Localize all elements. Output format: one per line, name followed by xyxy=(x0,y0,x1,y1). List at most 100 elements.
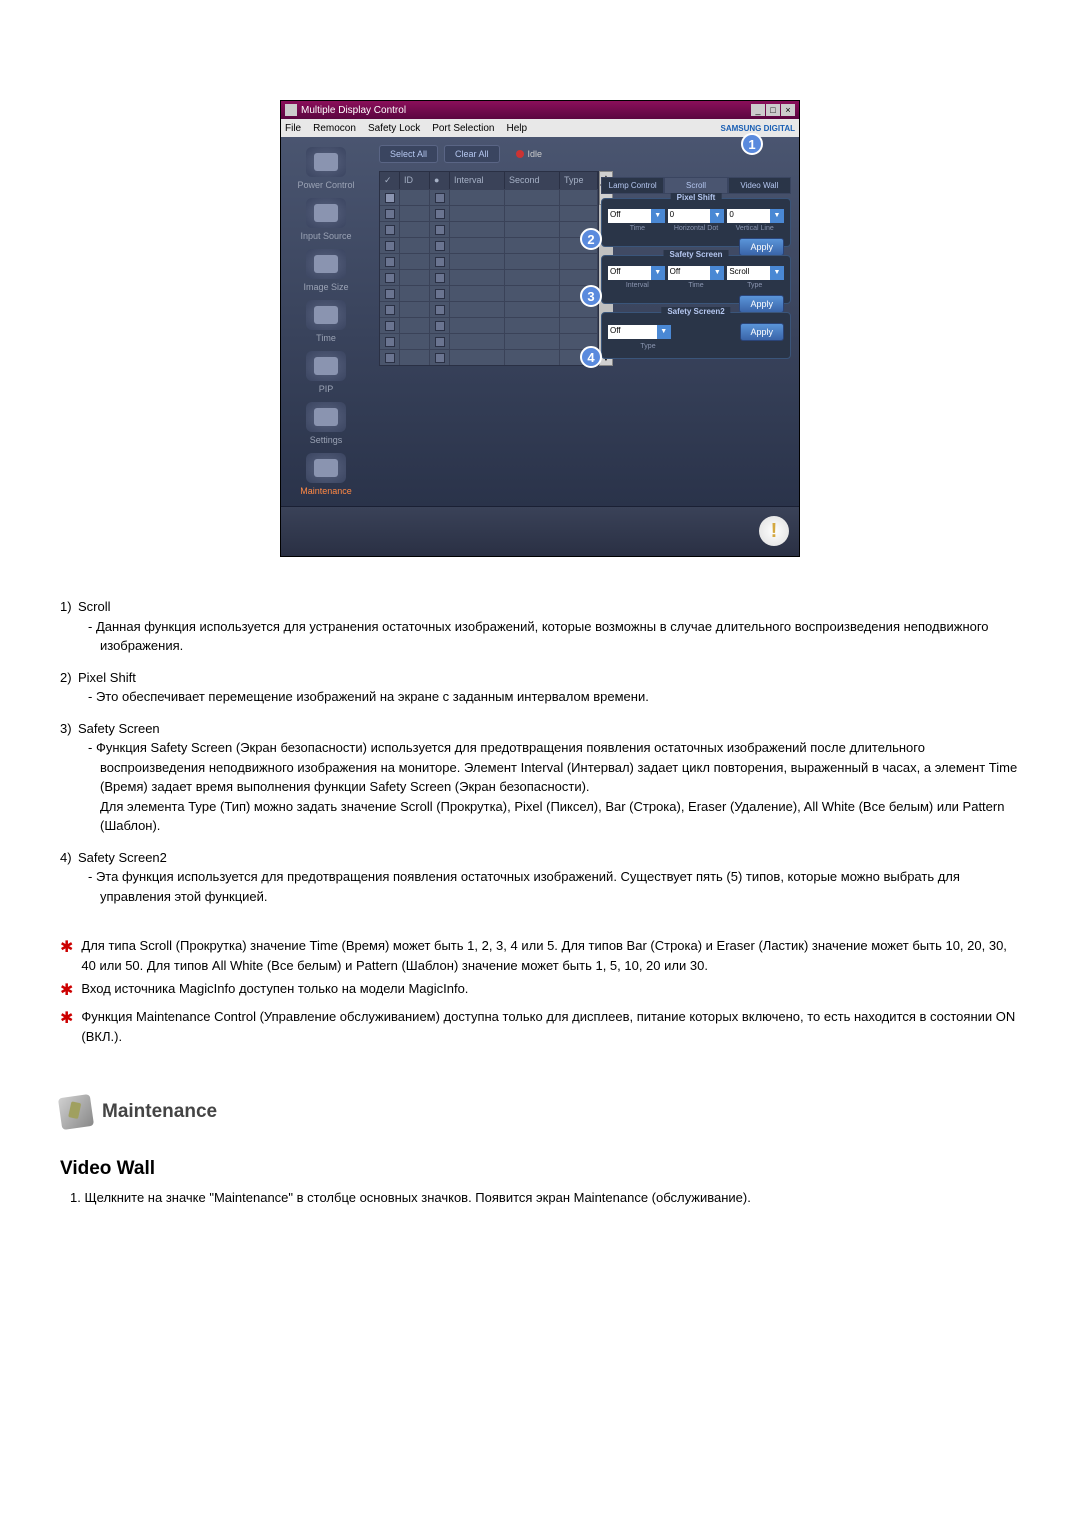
marker-2: 2 xyxy=(580,228,602,250)
tab-lamp[interactable]: Lamp Control xyxy=(601,177,664,194)
dropdown-btn-icon[interactable]: ▼ xyxy=(770,266,784,280)
row-status xyxy=(435,353,445,363)
dropdown-btn-icon[interactable]: ▼ xyxy=(651,266,665,280)
panel-title: Safety Screen2 xyxy=(661,307,730,316)
row-checkbox[interactable] xyxy=(385,257,395,267)
row-status xyxy=(435,225,445,235)
col-check: ✓ xyxy=(380,172,400,189)
star-text: Вход источника MagicInfo доступен только… xyxy=(81,979,1020,1003)
table-row[interactable] xyxy=(380,205,598,221)
pixelshift-h-dropdown[interactable]: 0 xyxy=(668,209,711,223)
display-table: ✓ ID ● Interval Second Type xyxy=(379,171,599,366)
sidebar-label: PIP xyxy=(286,384,366,394)
table-row[interactable] xyxy=(380,237,598,253)
select-all-button[interactable]: Select All xyxy=(379,145,438,163)
row-checkbox[interactable] xyxy=(385,289,395,299)
table-row[interactable] xyxy=(380,317,598,333)
desc-body: - Функция Safety Screen (Экран безопасно… xyxy=(88,738,1020,836)
label: Time xyxy=(667,282,726,289)
dropdown-btn-icon[interactable]: ▼ xyxy=(710,266,724,280)
row-checkbox[interactable] xyxy=(385,209,395,219)
table-row[interactable] xyxy=(380,333,598,349)
dropdown-btn-icon[interactable]: ▼ xyxy=(651,209,665,223)
star-icon: ✱ xyxy=(60,936,73,975)
panel-title: Pixel Shift xyxy=(671,193,722,202)
pixelshift-v-dropdown[interactable]: 0 xyxy=(727,209,770,223)
close-button[interactable]: × xyxy=(781,104,795,116)
menu-help[interactable]: Help xyxy=(506,123,527,134)
sidebar-item-power[interactable]: Power Control xyxy=(286,147,366,190)
idle-label: Idle xyxy=(528,149,543,159)
table-row[interactable] xyxy=(380,269,598,285)
sidebar-item-settings[interactable]: Settings xyxy=(286,402,366,445)
star-icon: ✱ xyxy=(60,979,73,1003)
menu-remocon[interactable]: Remocon xyxy=(313,123,356,134)
safety-screen-panel: Safety Screen Off▼ Off▼ Scroll▼ Interval… xyxy=(601,255,791,304)
pixelshift-apply-button[interactable]: Apply xyxy=(739,238,784,256)
desc-num: 2) xyxy=(60,668,78,688)
sidebar-label: Maintenance xyxy=(286,486,366,496)
row-checkbox[interactable] xyxy=(385,353,395,363)
star-note: ✱ Вход источника MagicInfo доступен тольк… xyxy=(60,979,1020,1003)
clear-all-button[interactable]: Clear All xyxy=(444,145,500,163)
row-checkbox[interactable] xyxy=(385,321,395,331)
row-checkbox[interactable] xyxy=(385,273,395,283)
tab-videowall[interactable]: Video Wall xyxy=(728,177,791,194)
safety-interval-dropdown[interactable]: Off xyxy=(608,266,651,280)
row-checkbox[interactable] xyxy=(385,225,395,235)
safety-type-dropdown[interactable]: Scroll xyxy=(727,266,770,280)
table-row[interactable] xyxy=(380,349,598,365)
desc-item-3: 3)Safety Screen - Функция Safety Screen … xyxy=(60,719,1020,836)
row-status xyxy=(435,257,445,267)
menu-portselection[interactable]: Port Selection xyxy=(432,123,494,134)
table-row[interactable] xyxy=(380,189,598,205)
safety2-apply-button[interactable]: Apply xyxy=(740,323,785,341)
menu-file[interactable]: File xyxy=(285,123,301,134)
window-title: Multiple Display Control xyxy=(301,105,750,116)
label: Type xyxy=(725,282,784,289)
row-checkbox[interactable] xyxy=(385,241,395,251)
star-text: Для типа Scroll (Прокрутка) значение Tim… xyxy=(81,936,1020,975)
sidebar: Power Control Input Source Image Size Ti… xyxy=(281,137,371,506)
titlebar: Multiple Display Control _ □ × xyxy=(281,101,799,119)
row-status xyxy=(435,337,445,347)
idle-dot-icon xyxy=(516,150,524,158)
sidebar-item-time[interactable]: Time xyxy=(286,300,366,343)
sidebar-item-maintenance[interactable]: Maintenance xyxy=(286,453,366,496)
label: Horizontal Dot xyxy=(667,225,726,232)
desc-text: Данная функция используется для устранен… xyxy=(96,619,989,654)
sidebar-label: Power Control xyxy=(286,180,366,190)
sidebar-label: Settings xyxy=(286,435,366,445)
table-row[interactable] xyxy=(380,301,598,317)
menu-safetylock[interactable]: Safety Lock xyxy=(368,123,420,134)
dropdown-btn-icon[interactable]: ▼ xyxy=(657,325,671,339)
warning-icon: ! xyxy=(759,516,789,546)
row-checkbox[interactable] xyxy=(385,337,395,347)
desc-body: - Эта функция используется для предотвра… xyxy=(88,867,1020,906)
sidebar-item-imagesize[interactable]: Image Size xyxy=(286,249,366,292)
maintenance-icon xyxy=(58,1094,94,1130)
pixel-shift-panel: Pixel Shift Off▼ 0▼ 0▼ TimeHorizontal Do… xyxy=(601,198,791,247)
sidebar-item-input[interactable]: Input Source xyxy=(286,198,366,241)
maximize-button[interactable]: □ xyxy=(766,104,780,116)
tab-scroll[interactable]: Scroll xyxy=(664,177,727,194)
star-icon: ✱ xyxy=(60,1007,73,1046)
dropdown-btn-icon[interactable]: ▼ xyxy=(770,209,784,223)
safety-apply-button[interactable]: Apply xyxy=(739,295,784,313)
right-panel: Lamp Control Scroll Video Wall Pixel Shi… xyxy=(601,177,791,367)
pixelshift-main-dropdown[interactable]: Off xyxy=(608,209,651,223)
desc-title: Safety Screen2 xyxy=(78,850,167,865)
table-row[interactable] xyxy=(380,221,598,237)
row-checkbox[interactable] xyxy=(385,305,395,315)
safety-time-dropdown[interactable]: Off xyxy=(668,266,711,280)
sidebar-item-pip[interactable]: PIP xyxy=(286,351,366,394)
safety2-type-dropdown[interactable]: Off xyxy=(608,325,657,339)
app-icon xyxy=(285,104,297,116)
table-row[interactable] xyxy=(380,285,598,301)
dropdown-btn-icon[interactable]: ▼ xyxy=(710,209,724,223)
table-row[interactable] xyxy=(380,253,598,269)
label: Time xyxy=(608,225,667,232)
row-checkbox[interactable] xyxy=(385,193,395,203)
col-id: ID xyxy=(400,172,430,189)
minimize-button[interactable]: _ xyxy=(751,104,765,116)
